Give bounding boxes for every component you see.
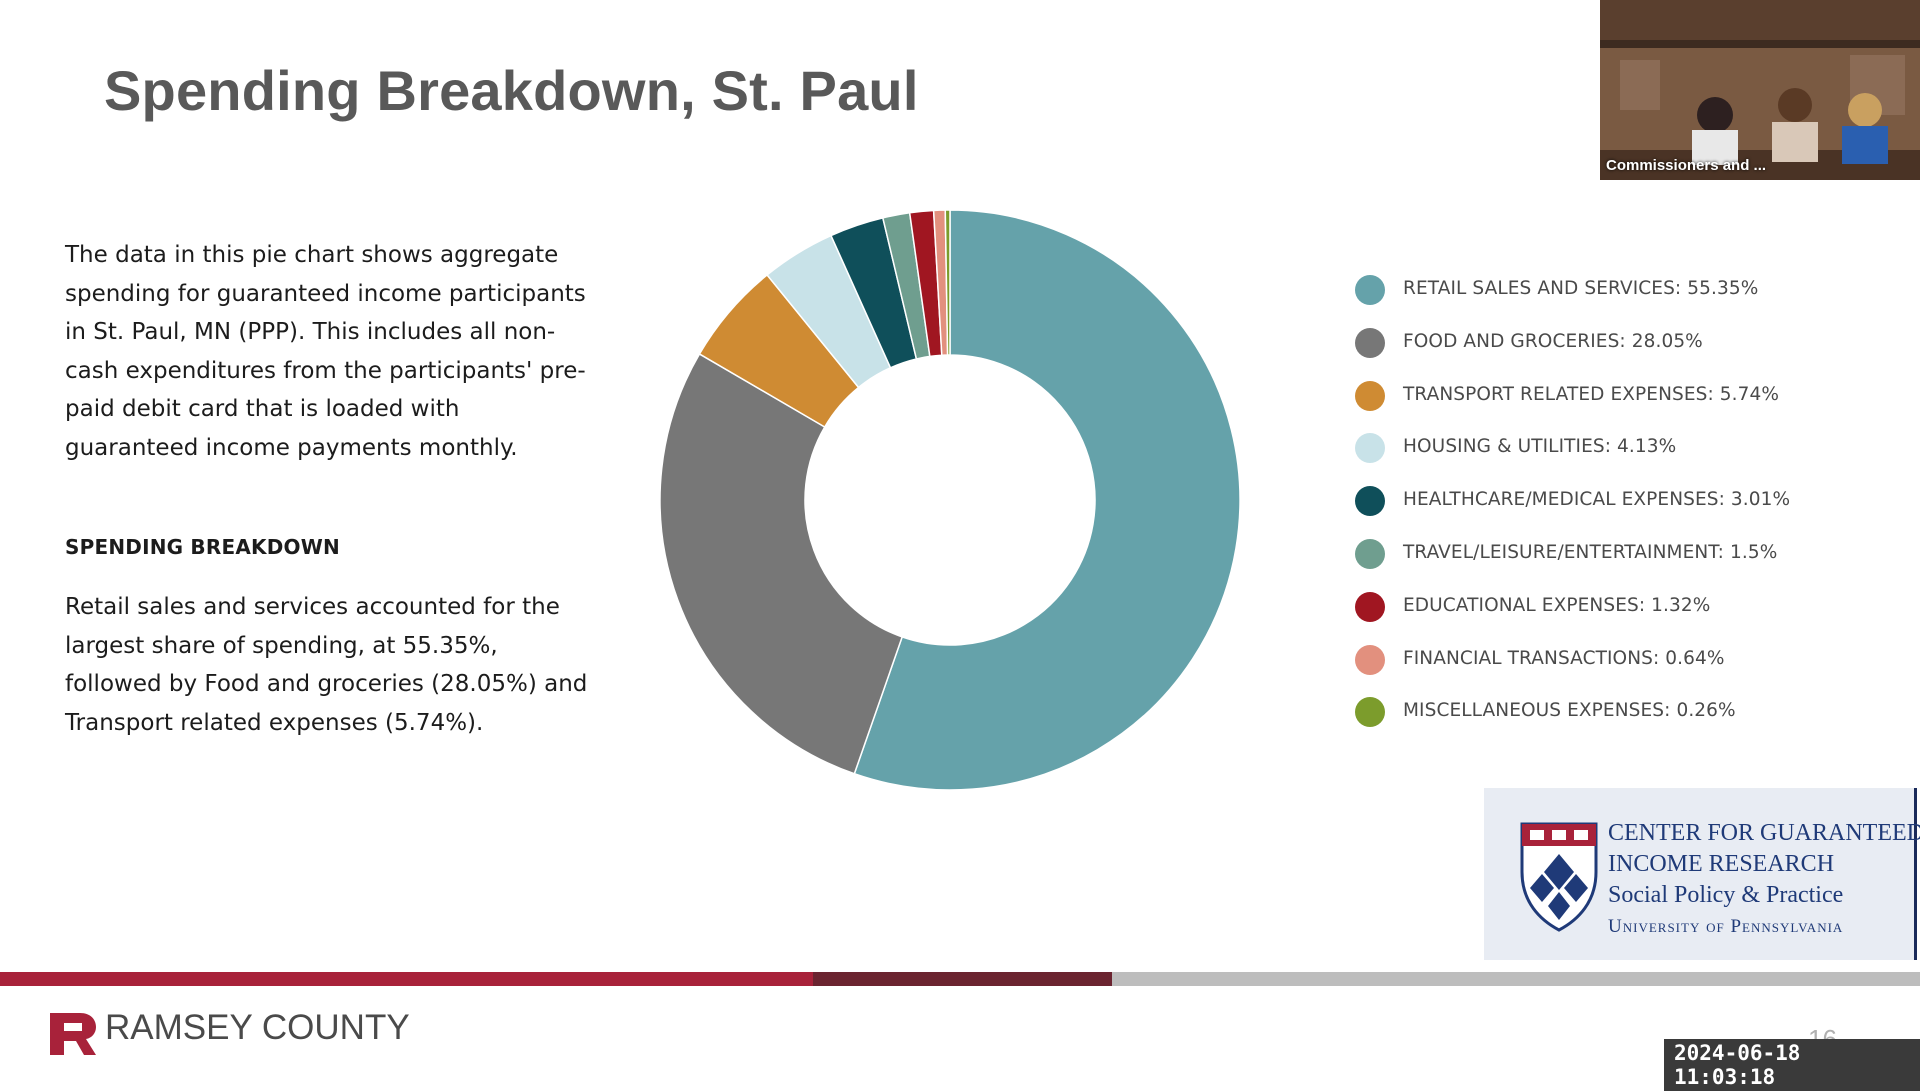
legend-label: HEALTHCARE/MEDICAL EXPENSES: 3.01% — [1403, 489, 1791, 511]
legend-label: RETAIL SALES AND SERVICES: 55.35% — [1403, 278, 1759, 299]
legend-swatch-icon — [1355, 275, 1385, 305]
legend-label: TRANSPORT RELATED EXPENSES: 5.74% — [1403, 383, 1780, 405]
logo-line-4: University of Pennsylvania — [1608, 916, 1844, 937]
legend-item-1: FOOD AND GROCERIES: 28.05% — [1355, 325, 1915, 378]
pie-slice-8 — [944, 209, 951, 356]
video-thumbnail[interactable]: Commissioners and ... — [1600, 0, 1920, 180]
logo-line-1: CENTER FOR GUARANTEED — [1608, 820, 1920, 846]
legend-item-5: TRAVEL/LEISURE/ENTERTAINMENT: 1.5% — [1355, 536, 1915, 589]
logo-line-3: Social Policy & Practice — [1608, 882, 1844, 908]
spending-donut-chart — [659, 209, 1241, 791]
ramsey-county-r-icon — [50, 1013, 96, 1055]
legend-item-0: RETAIL SALES AND SERVICES: 55.35% — [1355, 272, 1915, 325]
intro-paragraph: The data in this pie chart shows aggrega… — [65, 242, 586, 461]
legend-swatch-icon — [1355, 591, 1385, 622]
summary-paragraph: Retail sales and services accounted for … — [65, 594, 588, 736]
footer-bar-dark — [813, 972, 1112, 986]
legend-label: HOUSING & UTILITIES: 4.13% — [1403, 436, 1677, 458]
video-participant-label: Commissioners and ... — [1606, 157, 1767, 174]
legend-swatch-icon — [1355, 644, 1385, 675]
footer-bar-red — [0, 972, 813, 986]
legend-swatch-icon — [1355, 486, 1385, 517]
legend-label: MISCELLANEOUS EXPENSES: 0.26% — [1403, 700, 1736, 722]
legend-label: FOOD AND GROCERIES: 28.05% — [1403, 330, 1703, 352]
legend-swatch-icon — [1355, 697, 1385, 728]
legend-label: FINANCIAL TRANSACTIONS: 0.64% — [1403, 647, 1725, 669]
pie-slice-1 — [659, 352, 904, 775]
recording-timestamp: 2024-06-18 11:03:18 — [1664, 1039, 1920, 1091]
slide-title: Spending Breakdown, St. Paul — [104, 59, 919, 122]
legend-item-6: EDUCATIONAL EXPENSES: 1.32% — [1355, 589, 1915, 642]
legend-item-7: FINANCIAL TRANSACTIONS: 0.64% — [1355, 642, 1915, 695]
section-subheading: SPENDING BREAKDOWN — [65, 535, 340, 559]
legend-item-4: HEALTHCARE/MEDICAL EXPENSES: 3.01% — [1355, 483, 1915, 536]
legend-item-8: MISCELLANEOUS EXPENSES: 0.26% — [1355, 694, 1915, 747]
penn-shield-icon — [1520, 822, 1598, 932]
footer-bar-grey — [1112, 972, 1920, 986]
meeting-room-image — [1600, 0, 1920, 180]
partner-logo: CENTER FOR GUARANTEED INCOME RESEARCH So… — [1484, 788, 1920, 960]
chart-legend: RETAIL SALES AND SERVICES: 55.35% FOOD AN… — [1355, 272, 1915, 747]
legend-swatch-icon — [1355, 433, 1385, 464]
legend-item-3: HOUSING & UTILITIES: 4.13% — [1355, 430, 1915, 483]
legend-swatch-icon — [1355, 327, 1385, 358]
organization-name: RAMSEY COUNTY — [105, 1008, 410, 1047]
legend-label: EDUCATIONAL EXPENSES: 1.32% — [1403, 594, 1711, 616]
legend-label: TRAVEL/LEISURE/ENTERTAINMENT: 1.5% — [1403, 541, 1778, 563]
legend-swatch-icon — [1355, 538, 1385, 569]
legend-swatch-icon — [1355, 380, 1385, 411]
logo-line-2: INCOME RESEARCH — [1608, 851, 1835, 877]
legend-item-2: TRANSPORT RELATED EXPENSES: 5.74% — [1355, 378, 1915, 431]
